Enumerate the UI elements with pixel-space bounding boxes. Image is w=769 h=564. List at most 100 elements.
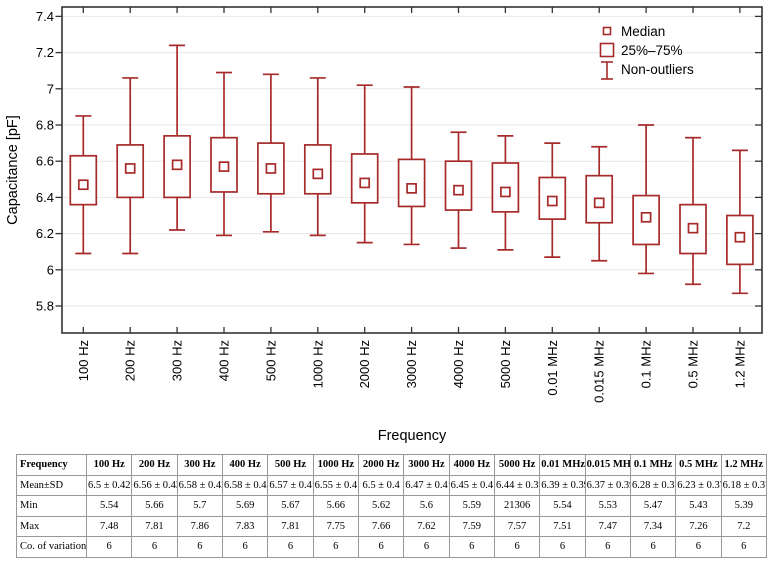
box-group: [303, 77, 332, 237]
table-cell: 5.39: [720, 495, 767, 517]
box-group: [397, 86, 426, 246]
table-cell: 6.39 ± 0.39: [539, 474, 586, 496]
table-cell: 6: [629, 536, 677, 558]
legend-label-box: 25%–75%: [621, 43, 683, 58]
table-cell: 21306: [493, 495, 541, 517]
iqr-box: [210, 136, 238, 193]
y-tick-label: 6.2: [36, 226, 54, 241]
table-cell: 5.62: [357, 495, 405, 517]
box-group: [210, 71, 238, 237]
median-marker: [171, 159, 183, 171]
table-cell: 6.45 ± 0.4: [448, 474, 495, 496]
table-header-row: Frequency 100 Hz 200 Hz 300 Hz 400 Hz 500 Hz 1…: [16, 454, 767, 476]
table-cell: 6.56 ± 0.43: [131, 474, 178, 496]
legend-label-nonoutliers: Non-outliers: [621, 62, 694, 77]
table-header-cell: 4000 Hz: [448, 454, 495, 476]
table-row: Co. of variation 6 6 6 6 6 6 6 6 6 6 6 6 6 6 6: [16, 536, 767, 558]
table-cell: 5.54: [539, 495, 586, 517]
median-marker: [640, 211, 652, 223]
table-header-cell: 200 Hz: [131, 454, 178, 476]
table-cell: 5.43: [675, 495, 722, 517]
table-header-cell: 1000 Hz: [312, 454, 359, 476]
median-marker: [406, 183, 417, 194]
x-tick-label: 300 Hz: [170, 340, 185, 381]
table-header-cell: 400 Hz: [221, 454, 269, 476]
table-row: Max 7.48 7.81 7.86 7.83 7.81 7.75 7.66 7.62 7.59 7…: [16, 515, 767, 537]
table-cell: 7.86: [176, 515, 223, 537]
table-row-label: Co. of variation: [16, 536, 87, 558]
median-marker: [77, 179, 89, 191]
table-cell: 6.18 ± 0.37: [720, 474, 767, 496]
median-marker: [124, 163, 136, 174]
x-axis-title: Frequency: [378, 428, 447, 444]
table-cell: 6: [448, 536, 495, 558]
whisker-icon: [601, 61, 613, 80]
box-group: [679, 136, 707, 286]
table-cell: 7.47: [584, 515, 631, 537]
table-cell: 6: [131, 536, 178, 558]
table-header-cell: 0.015 MHz: [584, 454, 631, 476]
stats-table-container: Frequency 100 Hz 200 Hz 300 Hz 400 Hz 500 Hz 1…: [16, 454, 767, 558]
table-header-cell: 2000 Hz: [357, 454, 405, 476]
table-cell: 6: [675, 536, 722, 558]
median-marker: [265, 163, 277, 174]
table-cell: 5.69: [221, 495, 269, 517]
table-cell: 5.66: [312, 495, 359, 517]
iqr-box: [350, 153, 379, 204]
table-row-label: Mean±SD: [16, 474, 87, 496]
table-cell: 6.57 ± 0.41: [267, 474, 314, 496]
median-marker: [359, 177, 371, 189]
table-cell: 7.59: [448, 515, 495, 537]
stats-table: Frequency 100 Hz 200 Hz 300 Hz 400 Hz 500 Hz 1…: [16, 454, 767, 558]
table-header-cell: 0.1 MHz: [629, 454, 677, 476]
table-cell: 7.83: [221, 515, 269, 537]
median-square-icon: [602, 26, 612, 36]
table-cell: 6: [357, 536, 405, 558]
y-tick-label: 5.8: [36, 299, 54, 314]
median-marker: [218, 161, 230, 172]
x-tick-label: 0.5 MHz: [686, 340, 701, 388]
iqr-box: [444, 160, 473, 211]
table-header-cell: 0.5 MHz: [675, 454, 722, 476]
median-marker: [312, 168, 324, 180]
table-cell: 6: [493, 536, 541, 558]
x-tick-label: 0.1 MHz: [639, 340, 654, 388]
table-cell: 6.28 ± 0.38: [629, 474, 677, 496]
x-tick-label: 400 Hz: [217, 340, 232, 381]
median-marker: [687, 222, 699, 234]
table-cell: 7.62: [403, 515, 450, 537]
table-body: Mean±SD 6.5 ± 0.42 6.56 ± 0.43 6.58 ± 0.42 6…: [16, 474, 767, 558]
table-cell: 5.59: [448, 495, 495, 517]
table-header-cell: 100 Hz: [85, 454, 133, 476]
table-cell: 7.2: [720, 515, 767, 537]
table-cell: 5.7: [176, 495, 223, 517]
table-cell: 6: [221, 536, 269, 558]
table-cell: 6.47 ± 0.4: [403, 474, 450, 496]
box-group: [632, 124, 660, 275]
median-marker: [453, 184, 464, 196]
table-cell: 6: [539, 536, 586, 558]
iqr-box: [116, 144, 145, 199]
table-cell: 5.54: [85, 495, 133, 517]
table-row: Mean±SD 6.5 ± 0.42 6.56 ± 0.43 6.58 ± 0.42 6…: [16, 474, 767, 496]
table-cell: 6: [584, 536, 631, 558]
iqr-box: [632, 194, 660, 246]
table-cell: 7.57: [493, 515, 541, 537]
x-tick-label: 500 Hz: [263, 340, 278, 381]
table-header-cell: 0.01 MHz: [539, 454, 586, 476]
table-row-label: Min: [16, 495, 87, 517]
box-group: [538, 142, 567, 258]
table-cell: 6: [267, 536, 314, 558]
table-cell: 6.5 ± 0.4: [357, 474, 405, 496]
legend-label-median: Median: [621, 24, 665, 39]
median-marker: [593, 197, 605, 209]
y-tick-label: 7: [47, 81, 54, 96]
legend: Median 25%–75% Non-outliers: [599, 24, 694, 80]
iqr-box: [397, 158, 426, 208]
table-cell: 6.58 ± 0.42: [221, 474, 269, 496]
plot-dynamic: 5.8 6 6.2 6.4 6.6 6.8 7 7.2 7.4 100 Hz 200 Hz 300 H…: [36, 6, 763, 403]
median-marker: [500, 186, 511, 198]
table-cell: 6: [403, 536, 450, 558]
x-tick-label: 100 Hz: [76, 340, 91, 381]
table-cell: 7.75: [312, 515, 359, 537]
